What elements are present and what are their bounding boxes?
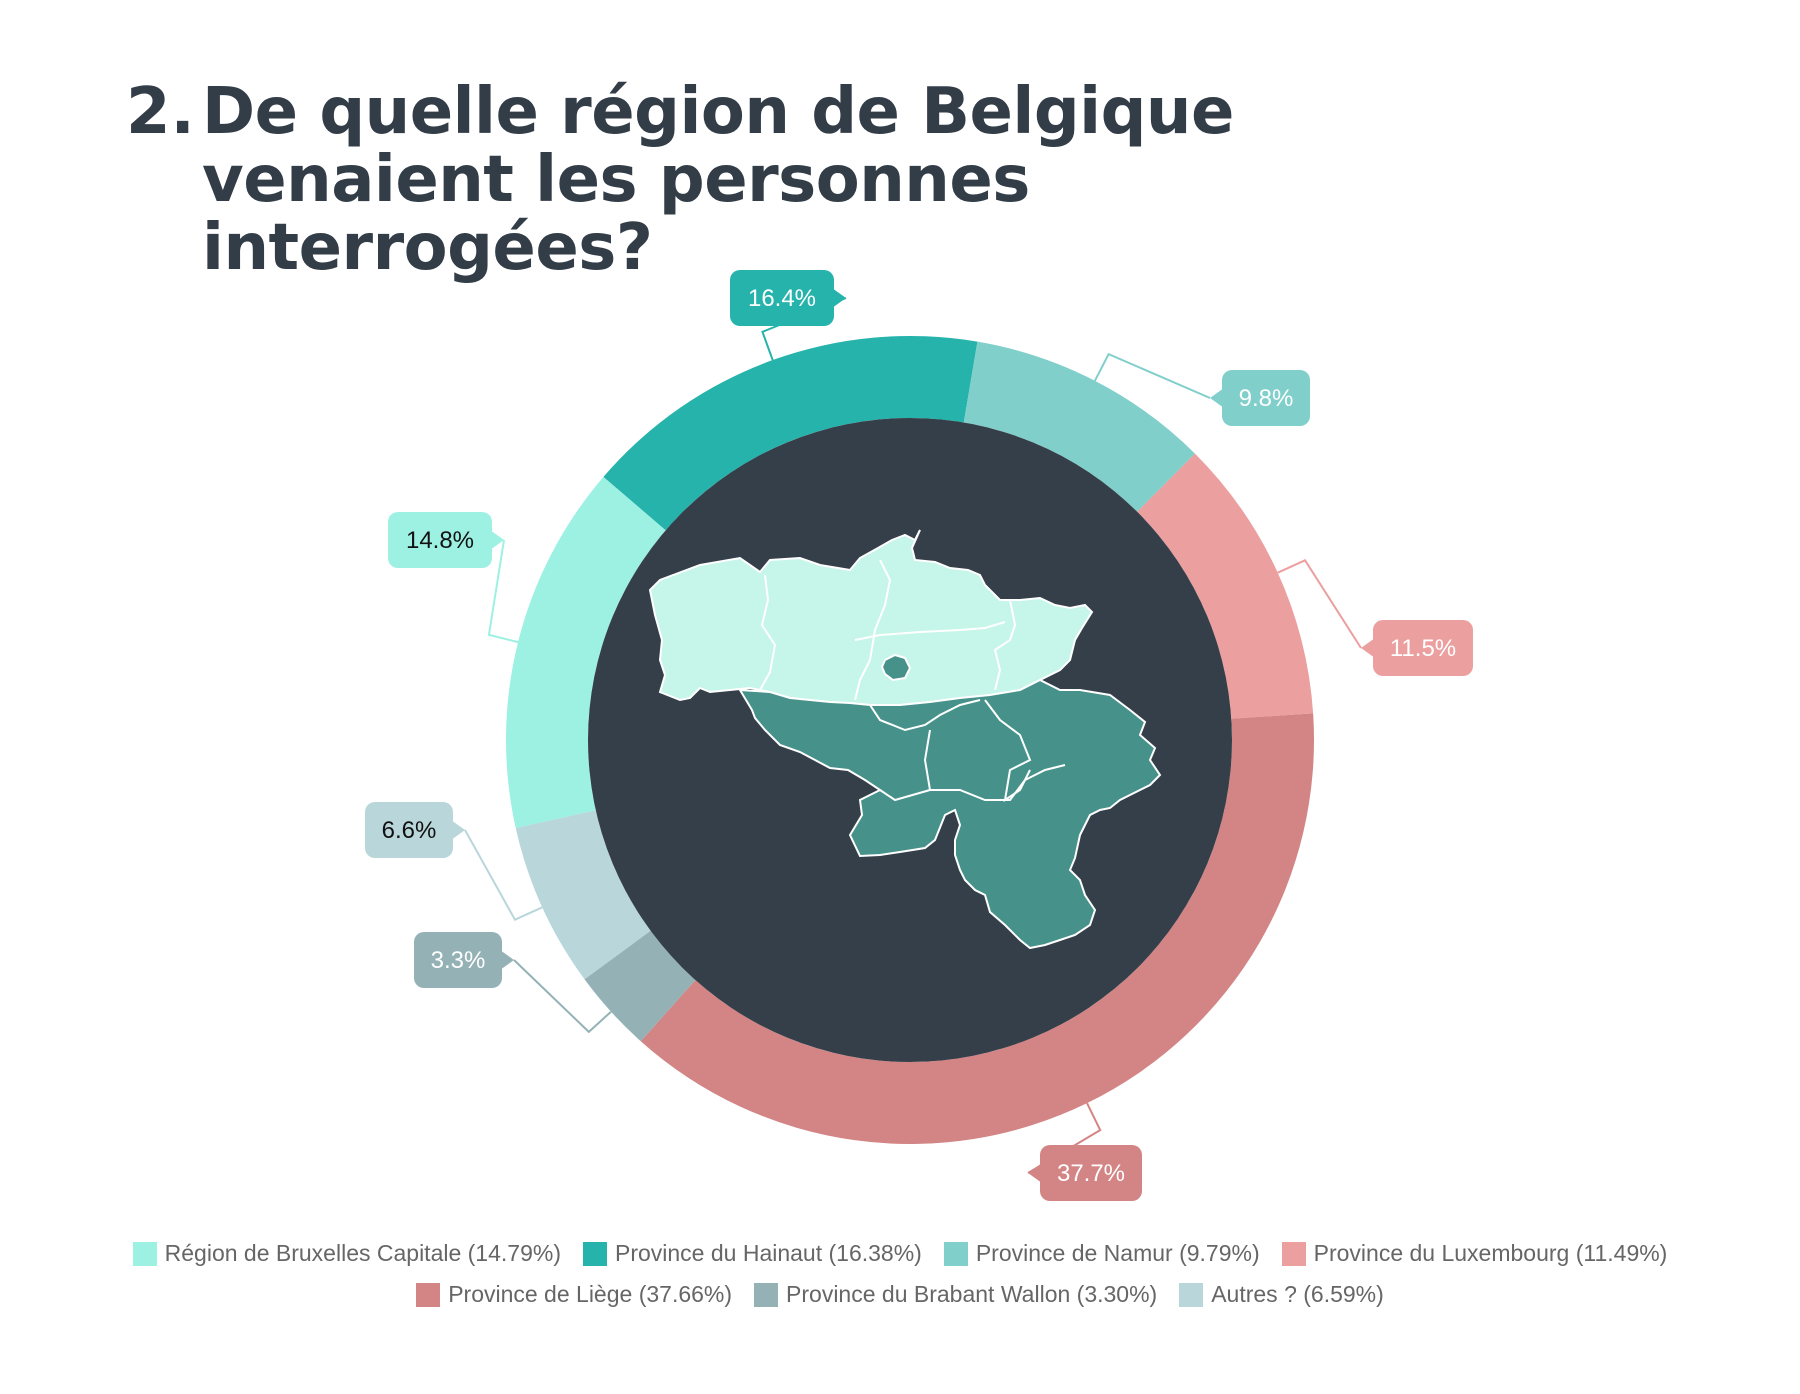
callout-box	[388, 512, 492, 568]
legend-label: Province de Namur (9.79%)	[975, 1240, 1260, 1266]
map-brussels	[880, 653, 912, 682]
callout-box	[1040, 1145, 1142, 1201]
donut-slice[interactable]	[515, 810, 651, 980]
map-north-region	[648, 529, 1094, 706]
callout-pointer	[1210, 388, 1224, 408]
callout-connector	[1277, 559, 1362, 649]
data-label: 9.8%	[1239, 385, 1294, 412]
callout-pointer	[451, 820, 465, 840]
donut-slice[interactable]	[506, 476, 666, 829]
callout-pointer	[500, 950, 514, 970]
callout-box	[1373, 620, 1473, 676]
callout-box	[414, 932, 502, 988]
legend-item[interactable]: Province du Hainaut (16.38%)	[582, 1240, 922, 1267]
donut-slice[interactable]	[640, 713, 1314, 1145]
data-label: 6.6%	[382, 817, 437, 844]
chart-legend: Région de Bruxelles Capitale (14.79%) Pro…	[0, 1240, 1800, 1322]
callout-connector	[487, 539, 519, 644]
legend-label: Province du Hainaut (16.38%)	[614, 1240, 922, 1266]
donut-slice[interactable]	[584, 930, 696, 1042]
callout-box	[365, 802, 453, 858]
data-label: 16.4%	[748, 285, 816, 312]
donut-slice[interactable]	[1137, 453, 1314, 719]
donut-slices	[506, 336, 1314, 1145]
title-number: 2.	[126, 75, 195, 149]
legend-swatch	[1281, 1241, 1306, 1266]
legend-item[interactable]: Province de Namur (9.79%)	[943, 1240, 1260, 1267]
legend-label: Province du Luxembourg (11.49%)	[1313, 1240, 1668, 1266]
callout-connector	[464, 829, 543, 922]
legend-row: Province de Liège (37.66%) Province du Br…	[0, 1281, 1800, 1308]
donut-chart: 14.8% 16.4% 9.8% 11.5% 37.7% 3.3% 6.6%	[365, 270, 1473, 1201]
callout-connector	[513, 959, 612, 1034]
title-text: De quelle région de Belgique venaient le…	[202, 75, 1234, 285]
map-province-borders	[759, 559, 1066, 803]
donut-slice[interactable]	[603, 336, 978, 531]
data-label: 37.7%	[1057, 1160, 1125, 1187]
legend-item[interactable]: Province du Brabant Wallon (3.30%)	[754, 1281, 1157, 1308]
legend-label: Région de Bruxelles Capitale (14.79%)	[164, 1240, 561, 1266]
legend-item[interactable]: Région de Bruxelles Capitale (14.79%)	[132, 1240, 561, 1267]
callout-box	[730, 270, 834, 326]
legend-item[interactable]: Province du Luxembourg (11.49%)	[1281, 1240, 1668, 1267]
belgium-map	[648, 529, 1162, 950]
legend-swatch	[943, 1241, 968, 1266]
data-label-callouts: 14.8% 16.4% 9.8% 11.5% 37.7% 3.3% 6.6%	[365, 270, 1473, 1201]
legend-item[interactable]: Province de Liège (37.66%)	[416, 1281, 732, 1308]
callout-pointer	[1028, 1163, 1042, 1183]
legend-row: Région de Bruxelles Capitale (14.79%) Pro…	[0, 1240, 1800, 1267]
map-south-region	[738, 678, 1162, 950]
data-label: 14.8%	[406, 527, 474, 554]
data-label: 11.5%	[1390, 635, 1456, 662]
legend-label: Province du Brabant Wallon (3.30%)	[786, 1281, 1158, 1307]
callout-box	[1222, 370, 1310, 426]
legend-label: Autres ? (6.59%)	[1211, 1281, 1384, 1307]
legend-swatch	[582, 1241, 607, 1266]
legend-item[interactable]: Autres ? (6.59%)	[1179, 1281, 1384, 1308]
callout-pointer	[1361, 638, 1375, 658]
legend-swatch	[754, 1282, 779, 1307]
donut-slice[interactable]	[963, 341, 1195, 512]
legend-swatch	[132, 1241, 157, 1266]
callout-pointer	[490, 530, 504, 550]
data-label: 3.3%	[431, 947, 486, 974]
legend-label: Province de Liège (37.66%)	[448, 1281, 733, 1307]
legend-swatch	[1179, 1282, 1204, 1307]
legend-swatch	[416, 1282, 441, 1307]
callout-pointer	[832, 288, 846, 308]
callout-connector	[1093, 352, 1211, 399]
